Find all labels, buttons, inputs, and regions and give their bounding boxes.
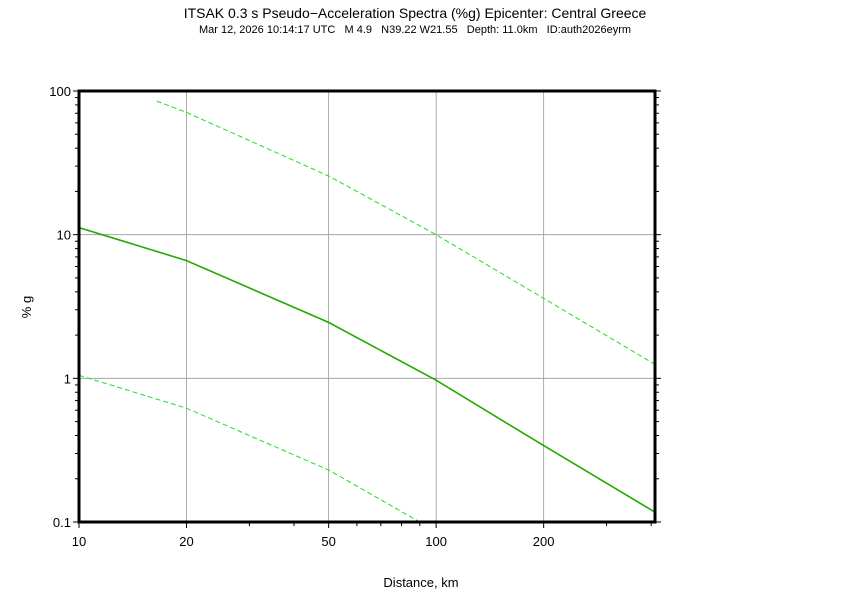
x-tick-label: 20 bbox=[179, 534, 193, 549]
chart-subtitle: Mar 12, 2026 10:14:17 UTC M 4.9 N39.22 W… bbox=[198, 24, 632, 36]
x-axis-label: Distance, km bbox=[383, 575, 458, 590]
y-tick-label: 10 bbox=[57, 228, 71, 243]
y-tick-label: 100 bbox=[49, 84, 71, 99]
dashed-bound-curve bbox=[78, 374, 421, 523]
chart-title: ITSAK 0.3 s Pseudo−Acceleration Spectra … bbox=[183, 5, 647, 21]
x-tick-label: 50 bbox=[321, 534, 335, 549]
x-tick-label: 200 bbox=[533, 534, 555, 549]
plot-frame bbox=[77, 89, 657, 524]
dashed-bound-curve bbox=[156, 100, 656, 365]
y-tick-label: 0.1 bbox=[53, 515, 71, 530]
x-tick-label: 10 bbox=[72, 534, 86, 549]
y-tick-label: 1 bbox=[64, 371, 71, 386]
y-axis-label: % g bbox=[19, 296, 34, 318]
x-tick-label: 100 bbox=[425, 534, 447, 549]
median-curve bbox=[78, 226, 656, 513]
